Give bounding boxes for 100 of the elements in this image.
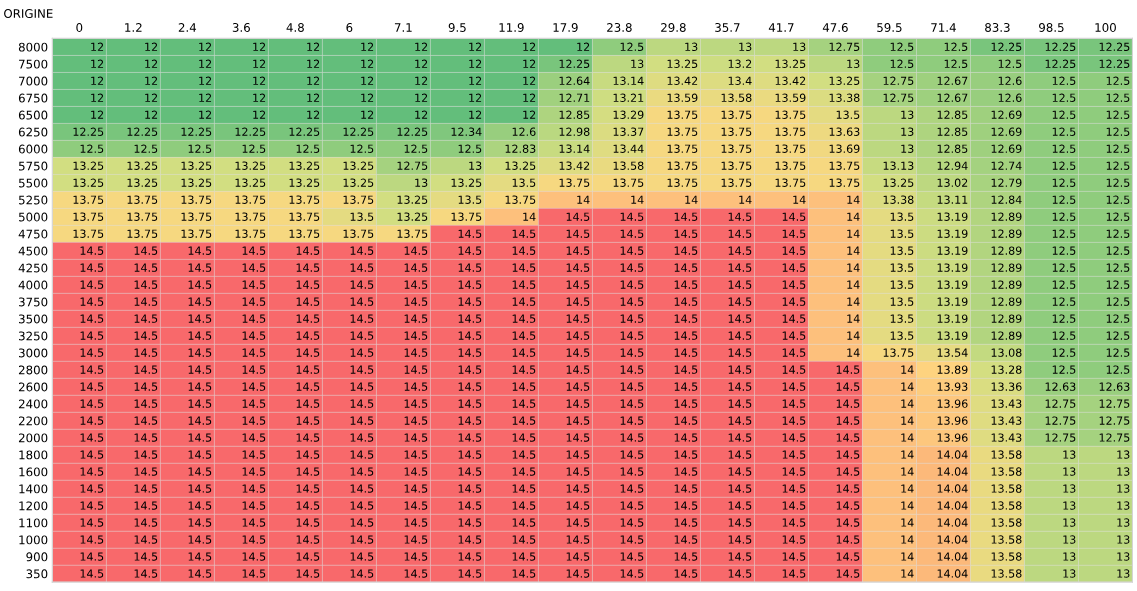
data-label: 12 (199, 93, 212, 102)
data-label: 14.5 (782, 280, 806, 289)
data-label: 13.5 (890, 263, 914, 272)
data-label: 13.58 (991, 484, 1022, 493)
data-label: 14.5 (836, 433, 860, 442)
data-label: 14.5 (620, 246, 644, 255)
data-label: 14 (901, 467, 914, 476)
data-label: 14.5 (674, 297, 698, 306)
data-label: 14.5 (512, 246, 536, 255)
data-label: 12.5 (458, 144, 482, 153)
data-label: 12.5 (1106, 110, 1130, 119)
data-label: 14.5 (188, 263, 212, 272)
data-label: 12.75 (829, 42, 860, 51)
data-label: 14.5 (620, 518, 644, 527)
data-label: 12 (415, 76, 428, 85)
data-label: 13 (847, 59, 860, 68)
data-label: 12.5 (1106, 161, 1130, 170)
data-label: 14.5 (566, 518, 590, 527)
data-label: 13.58 (991, 518, 1022, 527)
data-label: 13 (901, 110, 914, 119)
data-label: 12 (307, 76, 320, 85)
data-label: 12 (361, 110, 374, 119)
data-label: 12 (469, 110, 482, 119)
data-label: 13.25 (883, 178, 914, 187)
data-label: 14.5 (674, 263, 698, 272)
data-label: 13.19 (937, 263, 968, 272)
data-label: 14.5 (296, 263, 320, 272)
data-label: 13.54 (937, 348, 968, 357)
data-label: 12.75 (1045, 399, 1076, 408)
data-label: 12.63 (1099, 382, 1130, 391)
y-tick-label: 2000 (18, 433, 48, 443)
data-label: 13.75 (775, 144, 806, 153)
data-label: 14.5 (80, 416, 104, 425)
data-label: 12.5 (1052, 93, 1076, 102)
data-label: 13.21 (613, 93, 644, 102)
chart-title: ORIGINE (4, 9, 53, 18)
data-label: 12 (523, 59, 536, 68)
data-label: 14.5 (674, 484, 698, 493)
data-label: 14.5 (296, 314, 320, 323)
data-label: 13.19 (937, 246, 968, 255)
data-label: 12.5 (944, 42, 968, 51)
data-label: 13.59 (775, 93, 806, 102)
data-label: 13.75 (127, 229, 158, 238)
data-label: 12.5 (1106, 76, 1130, 85)
data-label: 14.5 (836, 450, 860, 459)
data-label: 12 (91, 42, 104, 51)
x-tick-label: 83.3 (985, 23, 1010, 32)
data-label: 14 (901, 416, 914, 425)
data-label: 14.5 (296, 348, 320, 357)
data-label: 12 (469, 93, 482, 102)
data-label: 14.5 (566, 569, 590, 578)
data-label: 14.5 (728, 212, 752, 221)
x-tick-label: 59.5 (877, 23, 902, 32)
data-label: 12 (361, 59, 374, 68)
data-label: 14.5 (296, 382, 320, 391)
data-label: 12 (361, 76, 374, 85)
data-label: 12.83 (505, 144, 536, 153)
data-label: 12.5 (998, 59, 1022, 68)
data-label: 13.42 (559, 161, 590, 170)
data-label: 12.94 (937, 161, 968, 170)
data-label: 14.5 (296, 450, 320, 459)
data-label: 14.5 (782, 331, 806, 340)
data-label: 14 (847, 246, 860, 255)
data-label: 14.5 (674, 246, 698, 255)
data-label: 12.5 (1052, 348, 1076, 357)
data-label: 14.04 (937, 552, 968, 561)
data-label: 14.5 (458, 484, 482, 493)
data-label: 14.5 (80, 467, 104, 476)
y-tick-label: 4750 (18, 229, 48, 239)
data-label: 13.75 (127, 195, 158, 204)
data-label: 14.5 (782, 484, 806, 493)
data-label: 13.25 (343, 161, 374, 170)
data-label: 13 (901, 127, 914, 136)
data-label: 12.75 (883, 76, 914, 85)
data-label: 12 (199, 110, 212, 119)
data-label: 13.75 (343, 195, 374, 204)
data-label: 14.5 (566, 416, 590, 425)
data-label: 14.5 (134, 501, 158, 510)
data-label: 13.25 (289, 178, 320, 187)
data-label: 14.5 (674, 518, 698, 527)
data-label: 14.5 (80, 484, 104, 493)
data-label: 14 (901, 433, 914, 442)
data-label: 14.5 (188, 433, 212, 442)
data-label: 14.5 (782, 382, 806, 391)
data-label: 13.29 (613, 110, 644, 119)
data-label: 14.5 (728, 314, 752, 323)
data-label: 14.5 (458, 365, 482, 374)
data-label: 12.79 (991, 178, 1022, 187)
data-label: 12 (307, 42, 320, 51)
data-label: 14.5 (296, 552, 320, 561)
data-label: 14.5 (674, 399, 698, 408)
data-label: 14.5 (134, 399, 158, 408)
data-label: 13.75 (829, 178, 860, 187)
data-label: 14.04 (937, 501, 968, 510)
data-label: 14.5 (296, 280, 320, 289)
x-tick-label: 2.4 (178, 23, 197, 32)
data-label: 14.5 (404, 399, 428, 408)
data-label: 14.5 (512, 365, 536, 374)
data-label: 14.5 (80, 365, 104, 374)
data-label: 14.5 (620, 229, 644, 238)
